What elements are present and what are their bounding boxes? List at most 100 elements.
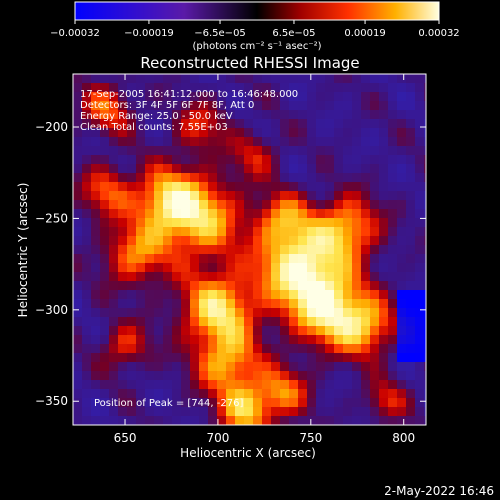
heatmap-cell [199,344,208,353]
heatmap-cell [379,218,388,227]
heatmap-cell [262,74,271,83]
heatmap-cell [298,137,307,146]
heatmap-cell [181,317,190,326]
heatmap-cell [154,200,163,209]
heatmap-cell [253,272,262,281]
heatmap-cell [127,119,136,128]
heatmap-cell [280,83,289,92]
heatmap-cell [118,74,127,83]
heatmap-cell [163,299,172,308]
heatmap-cell [235,218,244,227]
heatmap-cell [145,389,154,398]
heatmap-cell [127,290,136,299]
heatmap-cell [271,416,280,425]
heatmap-cell [73,173,82,182]
heatmap-cell [217,371,226,380]
heatmap-cell [199,191,208,200]
y-axis-label: Heliocentric Y (arcsec) [16,183,30,318]
heatmap-cell [172,290,181,299]
heatmap-cell [136,119,145,128]
heatmap-cell [307,416,316,425]
heatmap-cell [370,137,379,146]
heatmap-cell [388,83,397,92]
heatmap-cell [91,119,100,128]
heatmap-cell [370,290,379,299]
heatmap-cell [181,227,190,236]
heatmap-cell [406,74,415,83]
heatmap-cell [361,407,370,416]
heatmap-cell [235,92,244,101]
heatmap-cell [388,281,397,290]
heatmap-cell [100,380,109,389]
heatmap-cell [415,254,424,263]
heatmap-cell [127,335,136,344]
heatmap-cell [298,92,307,101]
heatmap-cell [271,137,280,146]
heatmap-cell [235,416,244,425]
heatmap-cell [154,371,163,380]
heatmap-cell [343,398,352,407]
heatmap-cell [73,335,82,344]
heatmap-cell [118,218,127,227]
heatmap-cell [154,119,163,128]
heatmap-cell [73,362,82,371]
heatmap-cell [397,353,406,362]
heatmap-cell [82,191,91,200]
heatmap-cell [244,164,253,173]
heatmap-cell [199,137,208,146]
heatmap-cell [379,290,388,299]
colorbar-ticks: −0.00032 −0.00019 −6.5e−05 6.5e−05 0.00019 0.… [50,20,460,39]
heatmap-cell [262,191,271,200]
heatmap-cell [424,407,426,416]
heatmap-cell [298,83,307,92]
heatmap-cell [253,164,262,173]
heatmap-cell [190,137,199,146]
heatmap-cell [388,245,397,254]
heatmap-cell [289,146,298,155]
heatmap-cell [397,110,406,119]
heatmap-cell [91,137,100,146]
heatmap-cell [82,128,91,137]
heatmap-cell [361,398,370,407]
heatmap-cell [181,362,190,371]
heatmap-cell [397,416,406,425]
heatmap-cell [199,362,208,371]
heatmap-cell [334,353,343,362]
heatmap-cell [217,74,226,83]
heatmap-cell [298,254,307,263]
heatmap-cell [118,227,127,236]
heatmap-cell [100,155,109,164]
heatmap-cell [217,290,226,299]
heatmap-cell [145,290,154,299]
heatmap-cell [136,173,145,182]
heatmap-cell [361,182,370,191]
heatmap-cell [118,281,127,290]
heatmap-cell [253,317,262,326]
heatmap-cell [280,119,289,128]
heatmap-cell [280,380,289,389]
heatmap-cell [343,308,352,317]
heatmap-cell [244,254,253,263]
heatmap-cell [100,344,109,353]
heatmap-cell [145,101,154,110]
heatmap-cell [388,74,397,83]
heatmap-cell [127,317,136,326]
heatmap-cell [235,317,244,326]
heatmap-cell [136,317,145,326]
heatmap-cell [352,119,361,128]
heatmap-cell [316,146,325,155]
heatmap-cell [100,317,109,326]
heatmap-cell [316,407,325,416]
heatmap-cell [145,407,154,416]
heatmap-cell [307,164,316,173]
heatmap-cell [154,317,163,326]
heatmap-cell [100,128,109,137]
heatmap-cell [424,380,426,389]
heatmap-cell [343,227,352,236]
heatmap-cell [334,146,343,155]
heatmap-cell [244,281,253,290]
heatmap-cell [316,335,325,344]
y-tick-label: −350 [35,394,68,408]
heatmap-cell [415,290,424,299]
heatmap-cell [181,209,190,218]
